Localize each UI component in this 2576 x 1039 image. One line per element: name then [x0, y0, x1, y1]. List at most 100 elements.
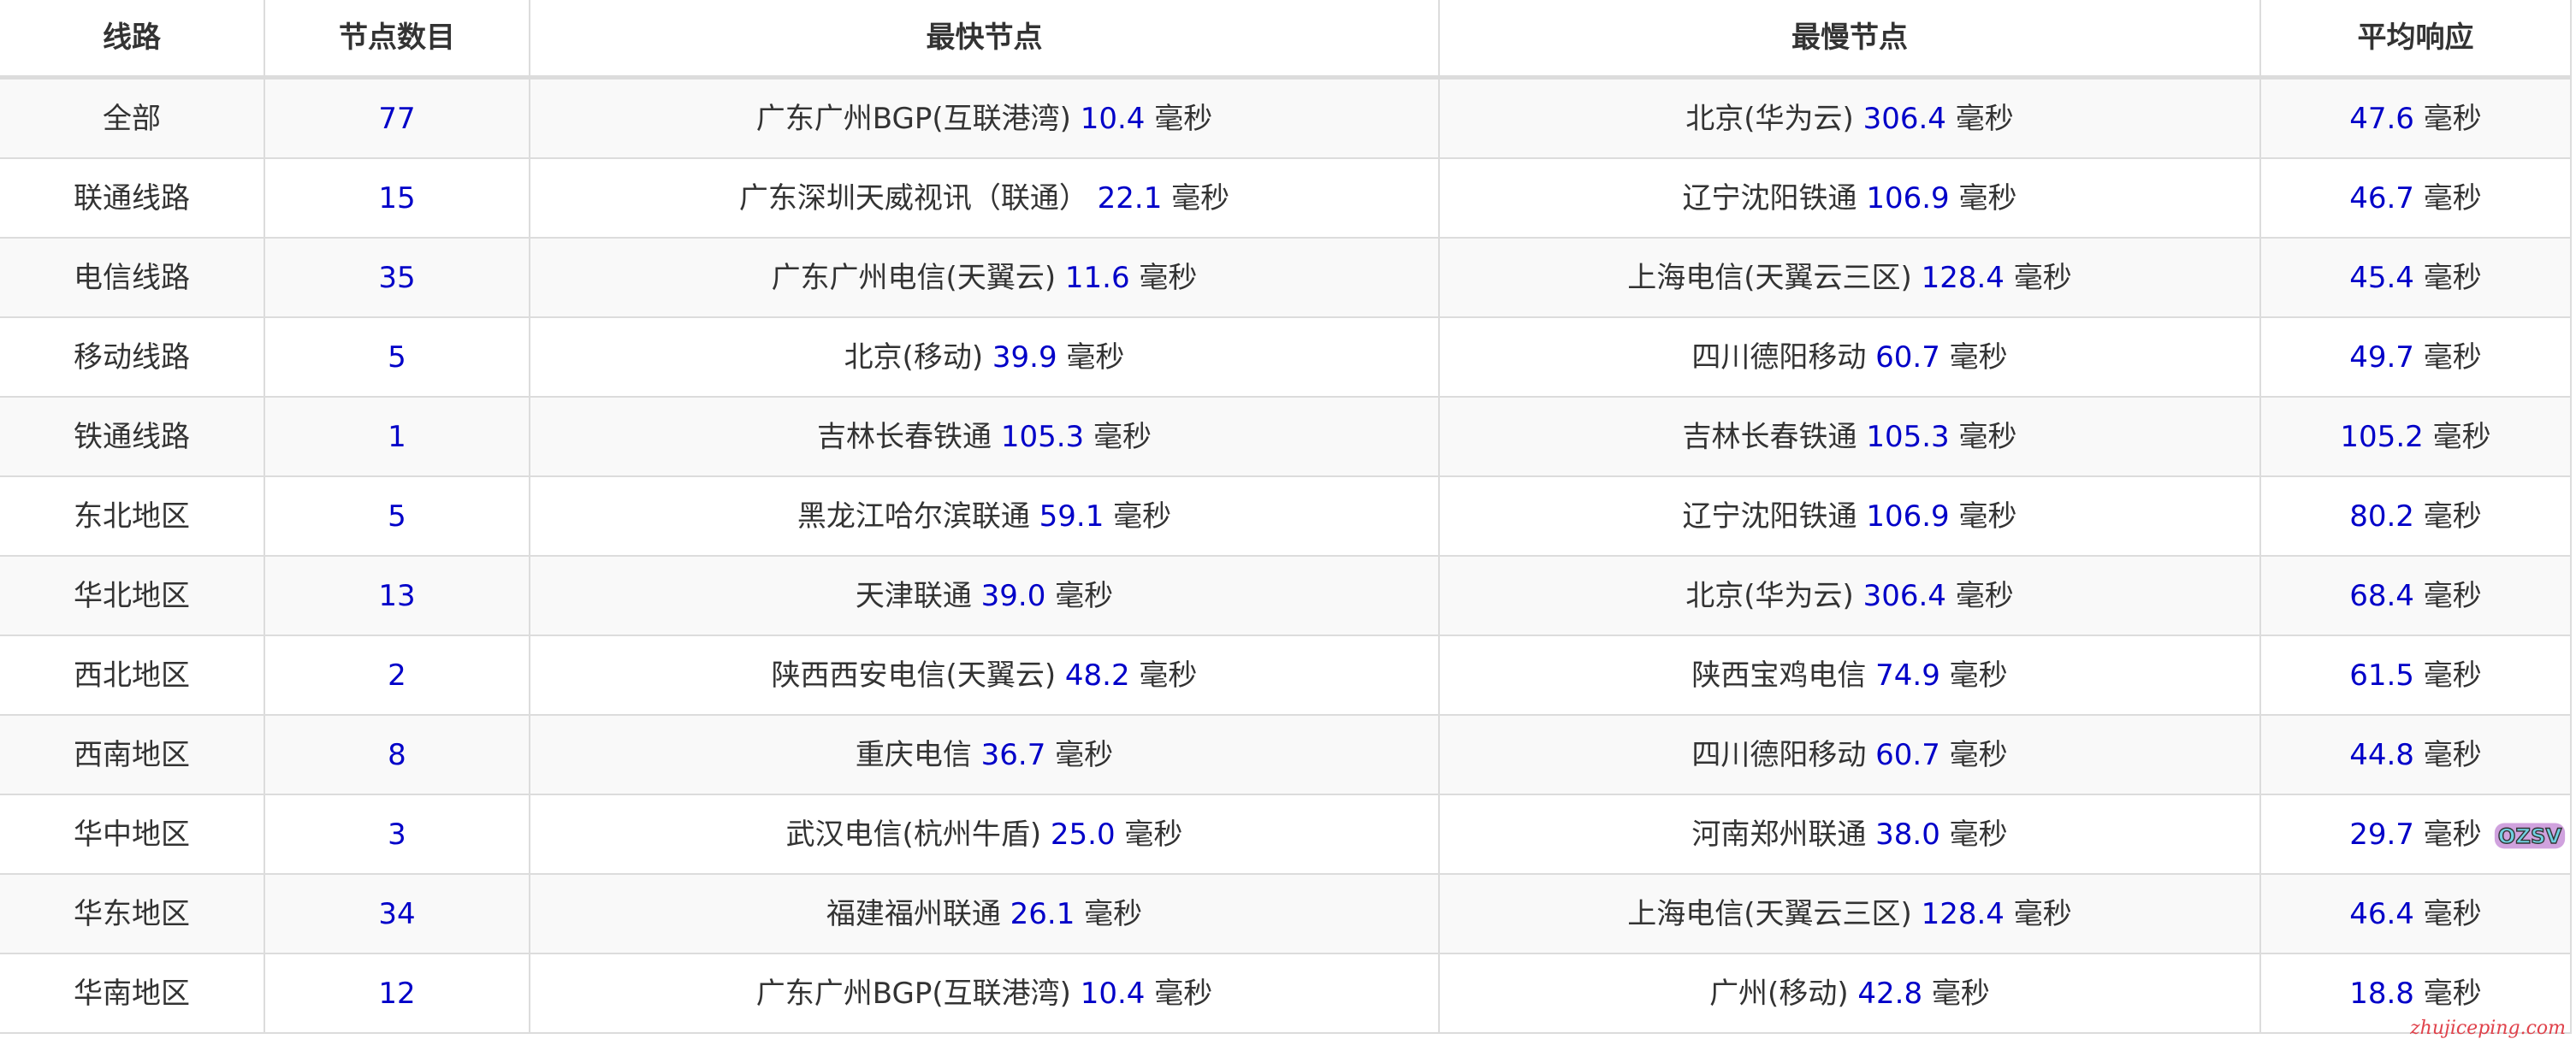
- average-cell: 61.5 毫秒: [2259, 635, 2572, 716]
- logo-text: OZSV: [2498, 824, 2562, 848]
- fastest-cell: 天津联通 39.0 毫秒: [529, 555, 1440, 636]
- latency-value: 106.9: [1866, 180, 1950, 215]
- table-row: 西北地区 2 陕西西安电信(天翼云) 48.2 毫秒 陕西宝鸡电信 74.9 毫秒 61…: [0, 635, 2572, 716]
- unit: 毫秒: [2423, 101, 2482, 136]
- latency-value: 60.7: [1875, 737, 1940, 772]
- average-cell: 80.2 毫秒: [2259, 475, 2572, 557]
- slowest-cell: 四川德阳移动 60.7 毫秒: [1438, 316, 2261, 398]
- unit: 毫秒: [2423, 578, 2482, 613]
- latency-value: 105.2: [2340, 419, 2424, 454]
- average-cell: 68.4 毫秒: [2259, 555, 2572, 636]
- unit: 毫秒: [2423, 180, 2482, 215]
- unit: 毫秒: [2423, 896, 2482, 931]
- count-cell: 15: [264, 157, 530, 239]
- line-cell: 华北地区: [0, 555, 265, 636]
- table-row: 东北地区 5 黑龙江哈尔滨联通 59.1 毫秒 辽宁沈阳铁通 106.9 毫秒 80.2…: [0, 475, 2572, 557]
- latency-value: 49.7: [2349, 339, 2414, 375]
- slowest-cell: 河南郑州联通 38.0 毫秒: [1438, 794, 2261, 875]
- node-name: 四川德阳移动: [1691, 737, 1867, 772]
- unit: 毫秒: [1958, 180, 2017, 215]
- header-count: 节点数目: [264, 0, 530, 80]
- latency-value: 25.0: [1050, 817, 1116, 852]
- latency-value: 42.8: [1857, 976, 1923, 1011]
- latency-value: 10.4: [1080, 976, 1146, 1011]
- unit: 毫秒: [1113, 499, 1172, 534]
- unit: 毫秒: [1955, 101, 2014, 136]
- average-cell: 44.8 毫秒: [2259, 714, 2572, 795]
- count-cell: 5: [264, 316, 530, 398]
- fastest-cell: 重庆电信 36.7 毫秒: [529, 714, 1440, 795]
- unit: 毫秒: [2423, 339, 2482, 375]
- line-cell: 电信线路: [0, 237, 265, 318]
- table-row: 联通线路 15 广东深圳天威视讯（联通） 22.1 毫秒 辽宁沈阳铁通 106.9 毫…: [0, 157, 2572, 239]
- latency-value: 68.4: [2349, 578, 2414, 613]
- unit: 毫秒: [1949, 339, 2008, 375]
- unit: 毫秒: [1084, 896, 1143, 931]
- count-cell: 34: [264, 873, 530, 954]
- unit: 毫秒: [1139, 260, 1198, 295]
- slowest-cell: 上海电信(天翼云三区) 128.4 毫秒: [1438, 873, 2261, 954]
- latency-value: 11.6: [1064, 260, 1130, 295]
- node-name: 上海电信(天翼云三区): [1627, 260, 1912, 295]
- latency-value: 45.4: [2349, 260, 2414, 295]
- node-name: 重庆电信: [855, 737, 972, 772]
- count-cell: 5: [264, 475, 530, 557]
- latency-value: 47.6: [2349, 101, 2414, 136]
- latency-value: 39.9: [992, 339, 1057, 375]
- latency-value: 18.8: [2349, 976, 2414, 1011]
- fastest-cell: 广东广州BGP(互联港湾) 10.4 毫秒: [529, 953, 1440, 1034]
- count-cell: 12: [264, 953, 530, 1034]
- average-cell: 45.4 毫秒: [2259, 237, 2572, 318]
- latency-value: 39.0: [980, 578, 1046, 613]
- latency-value: 80.2: [2349, 499, 2414, 534]
- fastest-cell: 广东深圳天威视讯（联通） 22.1 毫秒: [529, 157, 1440, 239]
- ozsv-logo-watermark: OZSV: [2494, 823, 2566, 849]
- latency-value: 10.4: [1080, 101, 1146, 136]
- latency-value: 36.7: [980, 737, 1046, 772]
- table-row: 全部 77 广东广州BGP(互联港湾) 10.4 毫秒 北京(华为云) 306.4 毫…: [0, 76, 2572, 159]
- node-name: 河南郑州联通: [1691, 817, 1867, 852]
- unit: 毫秒: [1154, 101, 1213, 136]
- unit: 毫秒: [1124, 817, 1183, 852]
- table-row: 铁通线路 1 吉林长春铁通 105.3 毫秒 吉林长春铁通 105.3 毫秒 105.2…: [0, 396, 2572, 477]
- slowest-cell: 广州(移动) 42.8 毫秒: [1438, 953, 2261, 1034]
- line-cell: 东北地区: [0, 475, 265, 557]
- unit: 毫秒: [2423, 817, 2482, 852]
- latency-value: 105.3: [1866, 419, 1950, 454]
- average-cell: 46.7 毫秒: [2259, 157, 2572, 239]
- node-name: 广东广州电信(天翼云): [771, 260, 1057, 295]
- slowest-cell: 辽宁沈阳铁通 106.9 毫秒: [1438, 157, 2261, 239]
- fastest-cell: 吉林长春铁通 105.3 毫秒: [529, 396, 1440, 477]
- node-name: 福建福州联通: [826, 896, 1001, 931]
- unit: 毫秒: [1055, 737, 1114, 772]
- unit: 毫秒: [1949, 817, 2008, 852]
- count-cell: 3: [264, 794, 530, 875]
- count-cell: 1: [264, 396, 530, 477]
- unit: 毫秒: [2423, 499, 2482, 534]
- node-name: 天津联通: [855, 578, 972, 613]
- latency-value: 48.2: [1064, 658, 1130, 693]
- line-cell: 华中地区: [0, 794, 265, 875]
- table-row: 华中地区 3 武汉电信(杭州牛盾) 25.0 毫秒 河南郑州联通 38.0 毫秒 29.…: [0, 794, 2572, 875]
- unit: 毫秒: [2013, 260, 2072, 295]
- line-cell: 华东地区: [0, 873, 265, 954]
- table-row: 华东地区 34 福建福州联通 26.1 毫秒 上海电信(天翼云三区) 128.4 毫秒…: [0, 873, 2572, 954]
- count-cell: 2: [264, 635, 530, 716]
- average-cell: 47.6 毫秒: [2259, 76, 2572, 159]
- table-row: 华南地区 12 广东广州BGP(互联港湾) 10.4 毫秒 广州(移动) 42.8 毫…: [0, 953, 2572, 1034]
- latency-value: 306.4: [1862, 578, 1946, 613]
- fastest-cell: 广东广州电信(天翼云) 11.6 毫秒: [529, 237, 1440, 318]
- count-cell: 8: [264, 714, 530, 795]
- fastest-cell: 北京(移动) 39.9 毫秒: [529, 316, 1440, 398]
- node-name: 北京(华为云): [1685, 578, 1854, 613]
- unit: 毫秒: [1955, 578, 2014, 613]
- latency-value: 22.1: [1097, 180, 1163, 215]
- fastest-cell: 广东广州BGP(互联港湾) 10.4 毫秒: [529, 76, 1440, 159]
- node-name: 黑龙江哈尔滨联通: [796, 499, 1030, 534]
- unit: 毫秒: [2423, 976, 2482, 1011]
- node-name: 辽宁沈阳铁通: [1682, 180, 1857, 215]
- node-name: 上海电信(天翼云三区): [1627, 896, 1912, 931]
- slowest-cell: 吉林长春铁通 105.3 毫秒: [1438, 396, 2261, 477]
- header-average: 平均响应: [2259, 0, 2572, 80]
